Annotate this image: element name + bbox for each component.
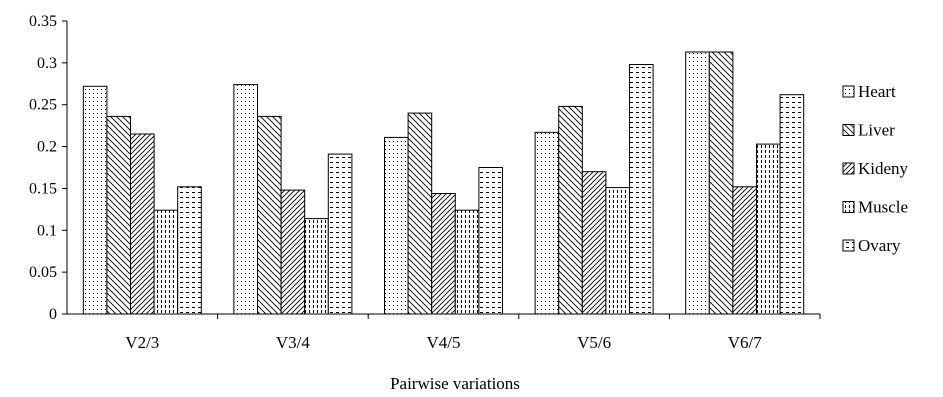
y-tick-label: 0.1 [37,222,57,239]
y-tick-label: 0.2 [37,139,57,156]
bar-kideny-v4-5 [431,193,456,315]
bar-heart-v5-6 [534,131,560,315]
bar-liver-v5-6 [558,105,583,315]
legend-swatch-ovary [842,239,855,252]
bar-liver-v2-3 [106,115,132,315]
y-tick-label: 0.25 [29,97,57,114]
bar-liver-v4-5 [407,112,433,315]
bar-kideny-v5-6 [581,171,607,315]
bar-heart-v3-4 [233,84,258,315]
y-tick-label: 0 [49,306,57,323]
bar-muscle-v6-7 [756,143,781,315]
bar-heart-v6-7 [685,51,710,315]
x-category-label: V6/7 [728,333,763,352]
y-tick-label: 0.35 [29,13,57,30]
bar-liver-v6-7 [708,51,734,315]
legend-label-kideny: Kideny [858,159,909,178]
legend-swatch-heart [842,85,855,98]
x-axis: V2/3 V3/4 V4/5 V5/6 V6/7 [125,314,821,352]
bar-kideny-v2-3 [130,133,155,315]
bar-ovary-v2-3 [177,186,202,315]
legend-swatch-muscle [842,201,855,213]
legend: Heart Liver Kideny Muscle Ovary [842,82,909,255]
plot-area [66,21,820,315]
bar-liver-v3-4 [257,115,282,315]
x-category-label: V3/4 [276,333,311,352]
bar-ovary-v4-5 [478,167,503,315]
legend-label-ovary: Ovary [858,236,901,255]
bar-ovary-v5-6 [629,64,654,315]
x-category-label: V5/6 [577,333,611,352]
bar-muscle-v3-4 [304,218,329,315]
bar-muscle-v5-6 [605,187,631,315]
legend-swatch-liver [842,124,855,136]
bar-heart-v4-5 [384,136,409,315]
bar-muscle-v2-3 [153,209,179,315]
bar-ovary-v6-7 [779,94,805,315]
y-tick-label: 0.15 [29,180,57,197]
x-category-label: V4/5 [427,333,461,352]
x-axis-title: Pairwise variations [390,374,520,393]
y-tick-label: 0.05 [29,264,57,281]
legend-swatch-kideny [842,162,855,175]
legend-label-liver: Liver [858,121,895,140]
bar-heart-v2-3 [82,85,108,315]
bar-ovary-v3-4 [327,153,353,315]
bar-kideny-v3-4 [280,189,306,315]
y-tick-label: 0.3 [37,55,57,72]
legend-label-muscle: Muscle [858,198,908,217]
x-category-label: V2/3 [125,333,159,352]
legend-label-heart: Heart [858,82,896,101]
bar-kideny-v6-7 [732,186,758,315]
y-axis: 0 0.05 0.1 0.15 0.2 0.25 0.3 0.35 [29,13,67,323]
bar-muscle-v4-5 [454,209,480,315]
